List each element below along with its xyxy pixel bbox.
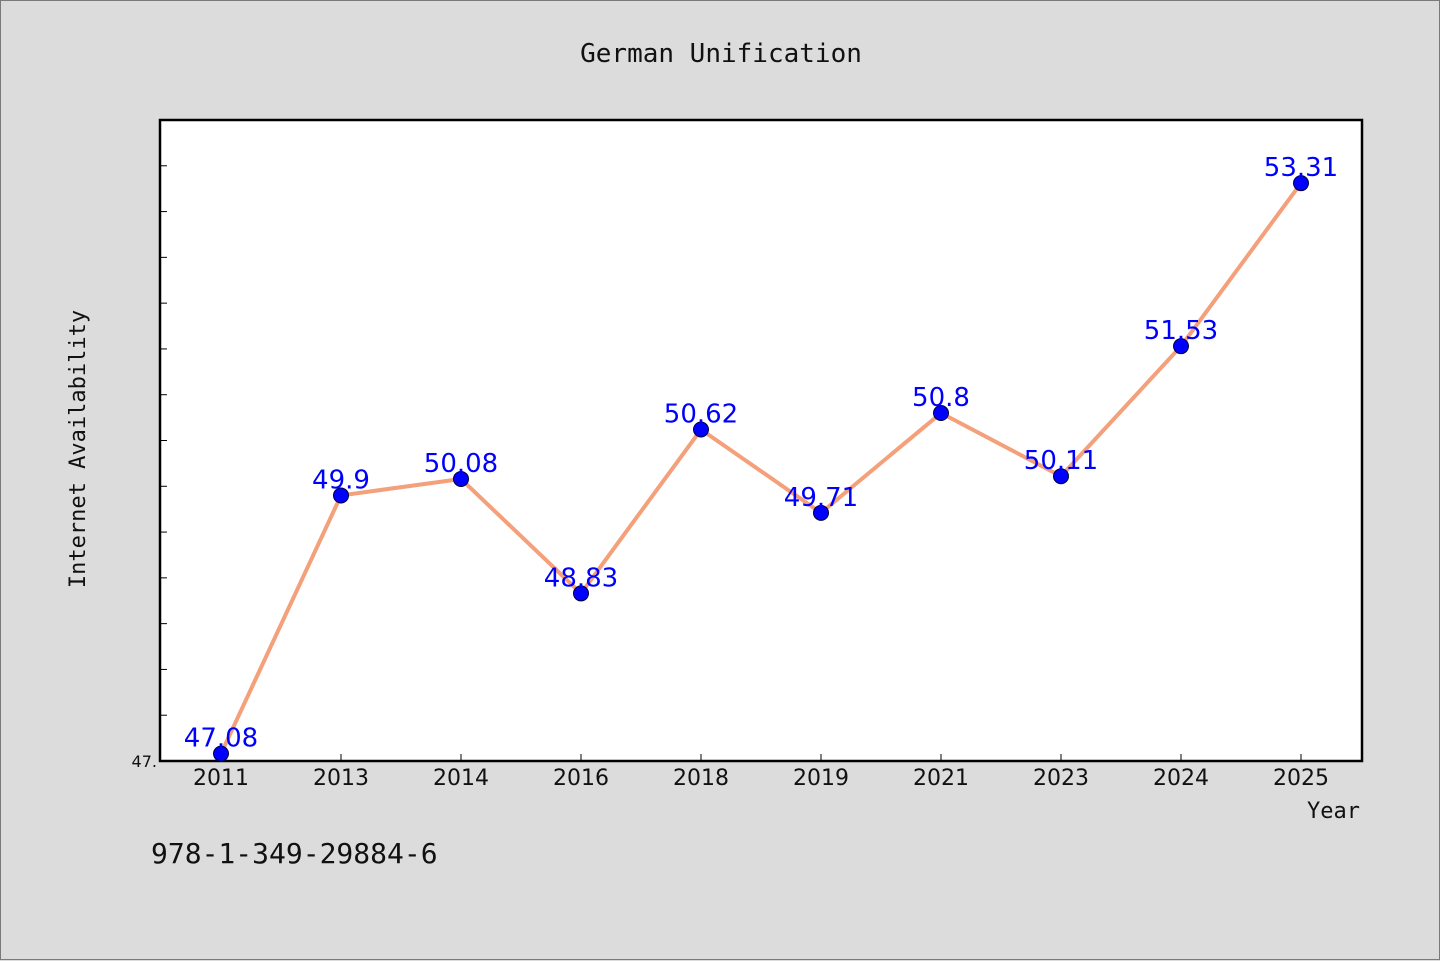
data-point: [573, 585, 589, 602]
data-point: [453, 470, 469, 487]
y-axis-ticks: 47.: [132, 165, 167, 771]
data-label: 49.9: [312, 465, 370, 495]
x-tick-label: 2024: [1153, 766, 1209, 791]
x-tick-label: 2019: [793, 766, 849, 791]
series-markers: [213, 175, 1309, 762]
data-point: [1053, 468, 1069, 485]
data-label: 53.31: [1264, 153, 1338, 183]
data-point: [213, 745, 229, 762]
y-axis-label: Internet Availability: [66, 310, 91, 588]
x-tick-label: 2023: [1033, 766, 1089, 791]
x-tick-label: 2013: [313, 766, 369, 791]
x-tick-label: 2021: [913, 766, 969, 791]
data-label: 51.53: [1144, 316, 1218, 346]
data-point: [933, 405, 949, 422]
x-tick-label: 2014: [433, 766, 489, 791]
data-point: [693, 421, 709, 438]
data-point: [1173, 338, 1189, 355]
y-tick-label: 47.: [132, 752, 157, 771]
x-axis-label: Year: [1307, 799, 1360, 824]
x-tick-label: 2016: [553, 766, 609, 791]
data-label: 50.08: [424, 449, 498, 479]
data-label: 48.83: [544, 563, 618, 593]
data-point: [813, 504, 829, 521]
data-point: [1293, 175, 1309, 192]
x-tick-label: 2018: [673, 766, 729, 791]
series-line: [219, 181, 1303, 755]
series-line-group: [219, 181, 1303, 755]
data-labels: 47.08 49.9 50.08 48.83 50.62 49.71 50.8 50.11 51…: [184, 153, 1338, 753]
data-label: 47.08: [184, 724, 258, 754]
data-label: 50.11: [1024, 446, 1098, 476]
data-label: 49.71: [784, 483, 858, 513]
chart-title: German Unification: [580, 39, 862, 69]
plot-area: [158, 118, 1364, 763]
x-axis-ticks: 2011 2013 2014 2016 2018 2019 2021 2023 2024 2025: [193, 754, 1329, 791]
data-label: 50.8: [912, 383, 970, 413]
x-tick-label: 2011: [193, 766, 249, 791]
isbn-footer: 978-1-349-29884-6: [151, 837, 438, 870]
data-point: [333, 487, 349, 504]
x-tick-label: 2025: [1273, 766, 1329, 791]
data-label: 50.62: [664, 400, 738, 430]
